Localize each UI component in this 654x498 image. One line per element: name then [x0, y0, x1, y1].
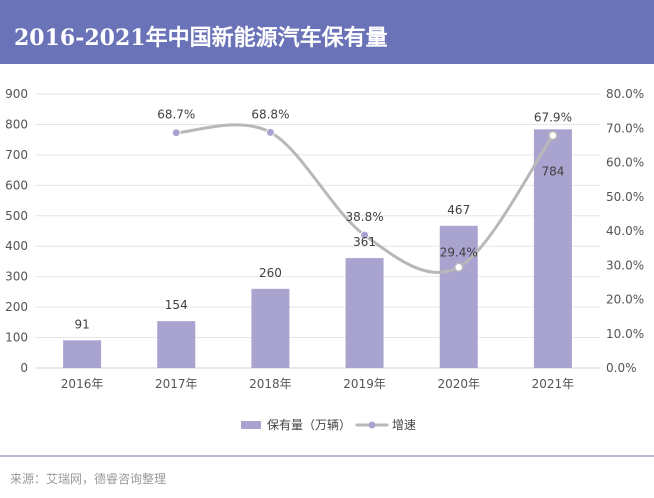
y-left-tick-label: 100 [5, 331, 28, 345]
source-note: 来源：艾瑞网，德睿咨询整理 [10, 472, 167, 486]
x-tick-label: 2020年 [437, 377, 480, 391]
y-left-tick-label: 500 [5, 209, 28, 223]
y-right-tick-label: 10.0% [606, 327, 644, 341]
x-tick-label: 2017年 [155, 377, 198, 391]
growth-value-label: 38.8% [346, 210, 384, 224]
x-tick-label: 2016年 [61, 377, 104, 391]
x-tick-label: 2021年 [532, 377, 575, 391]
bar [439, 225, 478, 368]
growth-point [548, 130, 558, 141]
growth-point [360, 230, 370, 240]
growth-line-path [174, 123, 555, 274]
x-tick-label: 2019年 [343, 377, 386, 391]
bars [63, 129, 572, 368]
legend: 保有量（万辆） 增速 [241, 418, 416, 432]
y-left-tick-label: 0 [20, 361, 28, 375]
y-right-tick-label: 20.0% [606, 293, 644, 307]
growth-value-label: 29.4% [440, 245, 478, 259]
bar [533, 129, 572, 368]
bar-value-label: 784 [541, 164, 564, 178]
data-labels: 91 154 260 361 467 784 68.7% 68.8% 38.8% 29.4% 67.… [74, 107, 572, 331]
y-right-tick-label: 80.0% [606, 87, 644, 101]
y-left-tick-label: 200 [5, 300, 28, 314]
bar-value-label: 467 [447, 203, 470, 217]
bar [63, 340, 102, 368]
bottom-rule [0, 455, 654, 457]
y-right-tick-label: 60.0% [606, 156, 644, 170]
legend-bar-label: 保有量（万辆） [267, 418, 351, 432]
bar-value-label: 361 [353, 235, 376, 249]
bar [251, 288, 290, 368]
y-left-tick-label: 700 [5, 148, 28, 162]
growth-point [265, 127, 275, 137]
bar [157, 321, 196, 368]
chart: 0 100 200 300 400 500 600 700 800 900 0.0% 10.0% 20.… [5, 87, 644, 432]
y-right-tick-label: 70.0% [606, 121, 644, 135]
bar-value-label: 260 [259, 266, 282, 280]
legend-line-label: 增速 [392, 418, 416, 432]
y-right-tick-label: 50.0% [606, 190, 644, 204]
axis-ticks: 0 100 200 300 400 500 600 700 800 900 0.0% 10.0% 20.… [5, 87, 644, 391]
legend-bar-swatch [241, 421, 261, 429]
growth-point [171, 128, 181, 138]
bar [345, 258, 384, 368]
growth-point [454, 262, 464, 273]
y-right-tick-label: 40.0% [606, 224, 644, 238]
y-left-tick-label: 800 [5, 117, 28, 131]
bar-value-label: 154 [165, 298, 188, 312]
y-left-tick-label: 600 [5, 178, 28, 192]
y-left-tick-label: 300 [5, 270, 28, 284]
y-right-tick-label: 30.0% [606, 258, 644, 272]
x-tick-label: 2018年 [249, 377, 292, 391]
y-left-tick-label: 400 [5, 239, 28, 253]
growth-value-label: 67.9% [534, 110, 572, 124]
growth-line [171, 123, 558, 274]
title-bar: 2016-2021年中国新能源汽车保有量 [0, 0, 654, 64]
y-left-tick-label: 900 [5, 87, 28, 101]
legend-line-marker [368, 421, 376, 429]
chart-title: 2016-2021年中国新能源汽车保有量 [14, 25, 388, 51]
gridlines [35, 93, 600, 369]
y-right-tick-label: 0.0% [606, 361, 637, 375]
bar-value-label: 91 [74, 317, 89, 331]
growth-value-label: 68.8% [251, 107, 289, 121]
growth-value-label: 68.7% [157, 108, 195, 122]
